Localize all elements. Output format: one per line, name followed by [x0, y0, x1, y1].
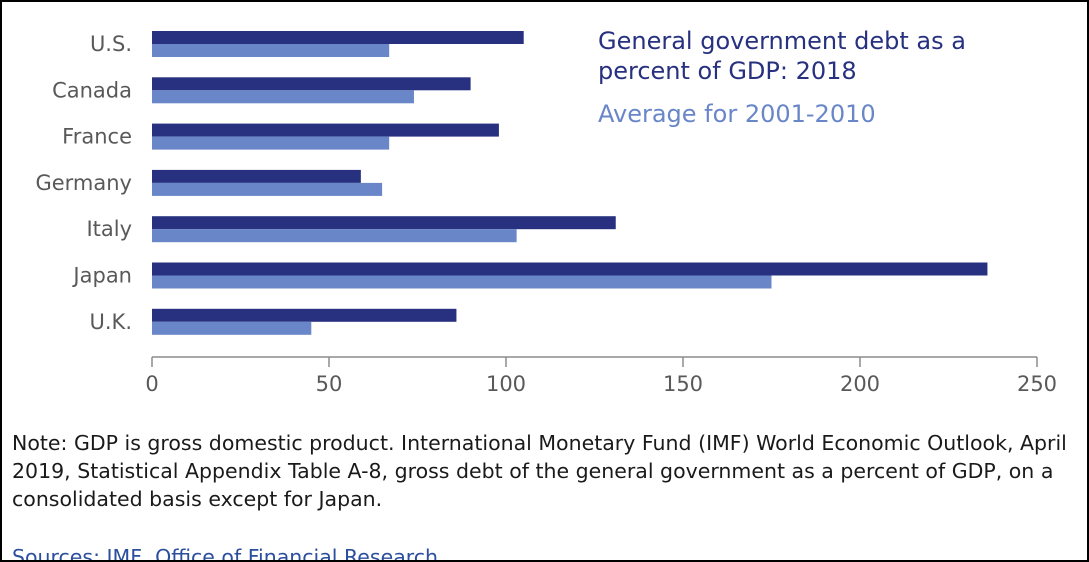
bar-u-k-average	[152, 321, 312, 335]
category-label-germany: Germany	[35, 171, 132, 195]
bar-u-s-average	[152, 44, 390, 57]
bar-japan-average	[152, 275, 772, 289]
chart-sources: Sources: IMF, Office of Financial Resear…	[12, 545, 439, 562]
legend-entry-average: Average for 2001-2010	[598, 100, 876, 128]
bar-canada-average	[152, 90, 414, 104]
x-tick-label-50: 50	[316, 372, 343, 396]
bar-u-k-2018	[152, 308, 457, 322]
category-label-canada: Canada	[52, 78, 132, 102]
category-label-italy: Italy	[86, 217, 132, 241]
chart-note: Note: GDP is gross domestic product. Int…	[12, 431, 1067, 511]
bar-canada-2018	[152, 77, 471, 91]
bar-chart: U.S. Canada France Germany Italy Japan U.K. 0 5…	[35, 27, 1057, 396]
category-label-france: France	[62, 125, 132, 149]
bar-france-average	[152, 136, 390, 150]
legend: General government debt as a percent of …	[598, 27, 966, 128]
category-label-u-k: U.K.	[90, 310, 133, 334]
x-axis: 0 50 100 150 200 250	[145, 356, 1057, 396]
x-tick-label-100: 100	[486, 372, 526, 396]
bar-italy-average	[152, 229, 517, 243]
x-tick-label-0: 0	[145, 372, 158, 396]
bars-group	[152, 31, 988, 335]
x-tick-label-150: 150	[663, 372, 703, 396]
bar-italy-2018	[152, 216, 616, 230]
legend-entry-2018-line2: percent of GDP: 2018	[598, 57, 857, 85]
bar-france-2018	[152, 123, 499, 137]
category-labels: U.S. Canada France Germany Italy Japan U.K.	[35, 32, 132, 334]
category-label-japan: Japan	[71, 264, 132, 288]
bar-u-s-2018	[152, 31, 524, 44]
x-tick-label-200: 200	[840, 372, 880, 396]
bar-germany-average	[152, 182, 383, 196]
x-tick-label-250: 250	[1017, 372, 1057, 396]
bar-japan-2018	[152, 262, 988, 276]
bar-germany-2018	[152, 169, 361, 183]
category-label-u-s: U.S.	[90, 32, 132, 56]
legend-entry-2018-line1: General government debt as a	[598, 27, 966, 55]
